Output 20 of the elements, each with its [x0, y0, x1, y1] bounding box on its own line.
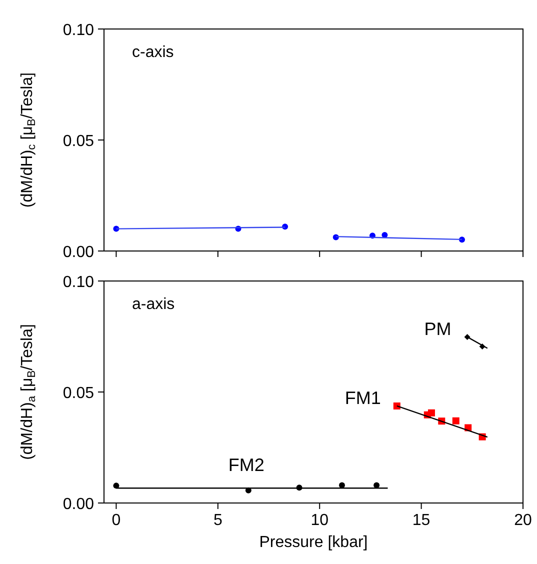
- y-tick-label: 0.10: [62, 274, 94, 291]
- annotation: a-axis: [132, 296, 175, 313]
- y-tick-label: 0.05: [62, 133, 94, 150]
- x-tick-label: 15: [412, 512, 430, 529]
- x-tick-label: 10: [310, 512, 329, 529]
- x-axis-title: Pressure [kbar]: [259, 534, 368, 551]
- x-tick-label: 0: [112, 512, 121, 529]
- point: [452, 417, 460, 424]
- y-tick-label: 0.10: [62, 22, 94, 39]
- x-tick-label: 20: [514, 512, 532, 529]
- series-label: FM1: [344, 388, 381, 408]
- x-tick-label: 5: [213, 512, 222, 529]
- point: [393, 402, 400, 410]
- point: [428, 409, 435, 416]
- y-tick-label: 0.00: [62, 496, 94, 513]
- y-tick-label: 0.00: [62, 244, 94, 261]
- annotation: c-axis: [132, 44, 174, 61]
- series-label: FM2: [228, 455, 264, 476]
- y-tick-label: 0.05: [62, 385, 94, 402]
- series-label: PM: [424, 318, 452, 339]
